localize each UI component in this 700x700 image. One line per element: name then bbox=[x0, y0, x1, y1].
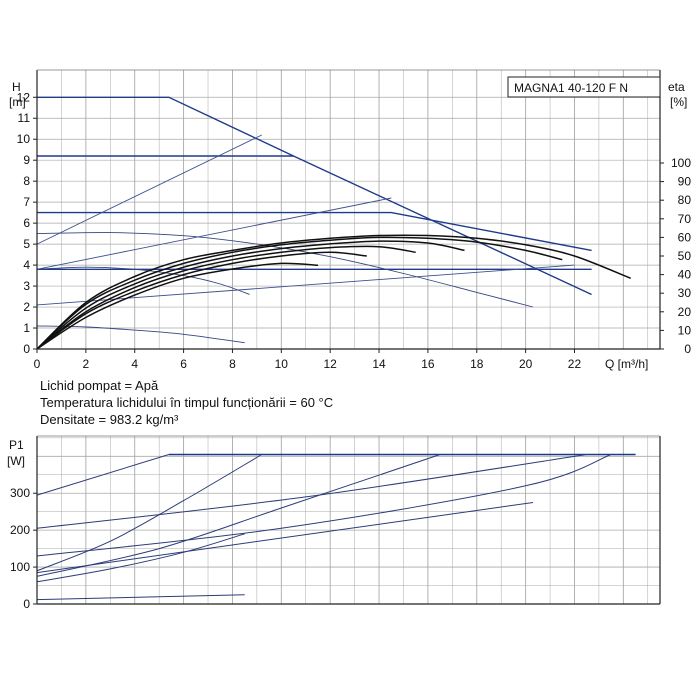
efficiency-curve bbox=[36, 240, 465, 350]
upper-y-tick-label: 0 bbox=[23, 342, 30, 356]
upper-eta-tick-label: 20 bbox=[678, 305, 692, 319]
upper-y-tick-label: 11 bbox=[18, 111, 31, 125]
upper-eta-tick-label: 10 bbox=[678, 323, 692, 337]
model-label-box bbox=[507, 76, 661, 98]
upper-eta-tick-label: 70 bbox=[678, 212, 692, 226]
efficiency-curve bbox=[36, 236, 563, 350]
upper-y-tick-label: 12 bbox=[17, 90, 31, 104]
upper-eta-tick-label: 30 bbox=[678, 286, 692, 300]
efficiency-curve bbox=[36, 251, 367, 350]
head-curve bbox=[37, 96, 592, 296]
upper-x-tick-label: 0 bbox=[34, 357, 41, 371]
upper-x-tick-label: 8 bbox=[229, 357, 236, 371]
proportional-curve bbox=[36, 197, 392, 270]
upper-x-tick-label: 4 bbox=[131, 357, 138, 371]
power-curve bbox=[36, 454, 612, 557]
efficiency-curve bbox=[36, 245, 416, 350]
upper-eta-tick-label: 80 bbox=[678, 193, 692, 207]
upper-chart-curves bbox=[36, 96, 631, 350]
power-curve bbox=[36, 502, 534, 574]
head-curve bbox=[37, 211, 592, 252]
upper-x-tick-label: 16 bbox=[421, 357, 435, 371]
upper-x-tick-label: 20 bbox=[519, 357, 533, 371]
upper-chart-frame bbox=[36, 69, 661, 350]
lower-chart-curves bbox=[36, 453, 636, 601]
upper-eta-tick-label: 0 bbox=[684, 342, 691, 356]
efficiency-curve bbox=[36, 234, 631, 350]
upper-y-tick-label: 7 bbox=[23, 195, 30, 209]
efficiency-curve bbox=[36, 262, 319, 350]
upper-y-tick-label: 4 bbox=[23, 258, 30, 272]
upper-right-axis-label: eta bbox=[668, 80, 685, 94]
upper-y-axis-unit: [m] bbox=[9, 95, 26, 109]
lower-y-axis-unit: [W] bbox=[7, 454, 25, 468]
upper-eta-tick-label: 100 bbox=[671, 156, 691, 170]
upper-chart-grid bbox=[37, 70, 660, 349]
upper-eta-tick-label: 40 bbox=[678, 268, 692, 282]
power-curve bbox=[36, 454, 263, 572]
density-info-line: Densitate = 983.2 kg/m³ bbox=[40, 412, 179, 427]
upper-x-tick-label: 22 bbox=[568, 357, 582, 371]
lower-y-axis-label: P1 bbox=[9, 438, 24, 452]
upper-x-tick-label: 18 bbox=[470, 357, 484, 371]
upper-x-tick-label: 14 bbox=[372, 357, 386, 371]
upper-eta-tick-label: 60 bbox=[678, 230, 692, 244]
upper-y-tick-label: 5 bbox=[23, 237, 30, 251]
upper-x-axis-label: Q [m³/h] bbox=[605, 357, 648, 371]
upper-x-tick-label: 10 bbox=[275, 357, 289, 371]
upper-y-tick-label: 10 bbox=[17, 132, 31, 146]
constant-speed-curve bbox=[36, 232, 534, 308]
upper-x-tick-label: 2 bbox=[83, 357, 90, 371]
upper-y-tick-label: 9 bbox=[23, 153, 30, 167]
power-curve bbox=[36, 454, 170, 496]
constant-speed-curve bbox=[36, 266, 250, 295]
upper-y-tick-label: 3 bbox=[23, 279, 30, 293]
fluid-info-line: Lichid pompat = Apă bbox=[40, 378, 159, 393]
lower-chart-grid bbox=[37, 436, 660, 604]
upper-y-tick-label: 6 bbox=[23, 216, 30, 230]
upper-y-tick-label: 1 bbox=[23, 321, 30, 335]
upper-y-axis-label: H bbox=[12, 80, 21, 94]
upper-eta-tick-label: 50 bbox=[678, 249, 692, 263]
lower-chart-frame bbox=[36, 435, 661, 605]
upper-y-tick-label: 2 bbox=[23, 300, 30, 314]
proportional-curve bbox=[36, 134, 262, 245]
upper-x-tick-label: 6 bbox=[180, 357, 187, 371]
lower-y-tick-label: 100 bbox=[10, 560, 30, 574]
power-curve bbox=[36, 454, 441, 577]
upper-eta-tick-label: 90 bbox=[678, 175, 692, 189]
lower-y-tick-label: 300 bbox=[10, 486, 30, 500]
lower-chart-tick-labels: 0 100 200 300 bbox=[10, 486, 37, 611]
model-label: MAGNA1 40-120 F N bbox=[514, 81, 628, 95]
temperature-info-line: Temperatura lichidului în timpul funcțio… bbox=[40, 395, 334, 410]
lower-y-tick-label: 0 bbox=[23, 597, 30, 611]
upper-x-tick-label: 12 bbox=[323, 357, 337, 371]
upper-y-tick-label: 8 bbox=[23, 174, 30, 188]
lower-y-tick-label: 200 bbox=[10, 523, 30, 537]
power-curve bbox=[36, 533, 245, 583]
upper-right-axis-unit: [%] bbox=[670, 95, 687, 109]
power-curve bbox=[36, 454, 587, 529]
power-curve bbox=[36, 594, 245, 601]
